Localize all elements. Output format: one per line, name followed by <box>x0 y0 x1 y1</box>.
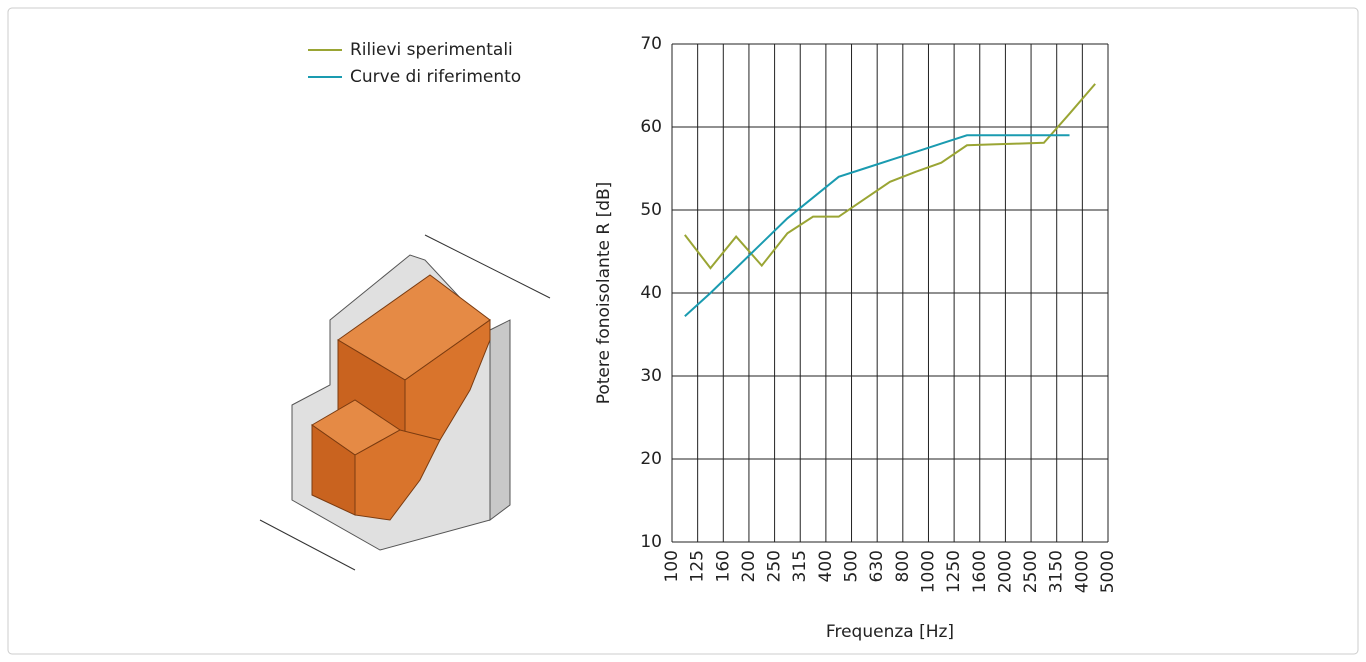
series-line <box>684 134 1070 317</box>
y-tick-label: 40 <box>640 283 662 303</box>
y-tick-label: 20 <box>640 449 662 469</box>
y-tick-label: 50 <box>640 200 662 220</box>
y-tick-label: 60 <box>640 117 662 137</box>
x-tick-label: 160 <box>713 550 733 582</box>
x-tick-label: 400 <box>816 550 836 582</box>
x-tick-label: 1600 <box>970 550 990 593</box>
x-tick-label: 250 <box>765 550 785 582</box>
x-tick-label: 125 <box>688 550 708 582</box>
x-tick-label: 1250 <box>944 550 964 593</box>
x-tick-label: 2500 <box>1021 550 1041 593</box>
x-tick-label: 200 <box>739 550 759 582</box>
y-tick-label: 70 <box>640 34 662 54</box>
legend: Rilievi sperimentali Curve di riferimento <box>308 40 521 87</box>
x-tick-label: 630 <box>867 550 887 582</box>
x-tick-label: 100 <box>662 550 682 582</box>
x-tick-label: 500 <box>842 550 862 582</box>
x-tick-label: 3150 <box>1047 550 1067 593</box>
frame <box>7 7 1359 655</box>
x-tick-label: 800 <box>893 550 913 582</box>
legend-label: Rilievi sperimentali <box>350 40 513 60</box>
series-line <box>684 83 1096 270</box>
x-axis-label: Frequenza [Hz] <box>826 622 954 642</box>
x-tick-label: 315 <box>790 550 810 582</box>
brick-illustration <box>259 234 551 571</box>
y-axis-label: Potere fonoisolante R [dB] <box>594 182 614 405</box>
legend-label: Curve di riferimento <box>350 67 521 87</box>
x-tick-label: 2000 <box>995 550 1015 593</box>
x-tick-label: 1000 <box>918 550 938 593</box>
y-tick-label: 10 <box>640 532 662 552</box>
x-tick-label: 5000 <box>1098 550 1118 593</box>
x-tick-label: 4000 <box>1072 550 1092 593</box>
y-tick-label: 30 <box>640 366 662 386</box>
